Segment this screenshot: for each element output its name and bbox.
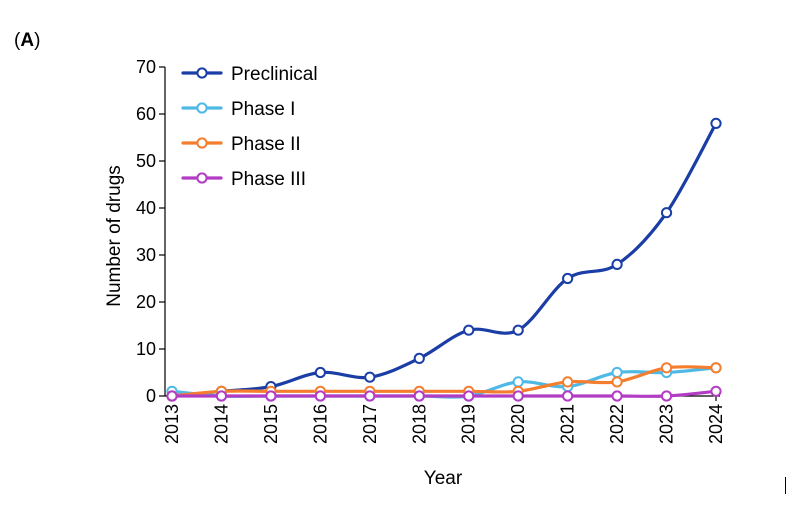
legend-swatch-marker: [196, 67, 208, 79]
legend-item-phase-ii: Phase II: [181, 134, 301, 155]
axes: 0 10 20 30 40 50 60 70 2013 2014 2015 2016 2017 2018 2…: [136, 57, 726, 444]
y-tick-label: 10: [136, 339, 156, 359]
y-tick-label: 70: [136, 57, 156, 77]
legend-label: Phase III: [231, 169, 306, 190]
legend-label: Preclinical: [231, 64, 318, 85]
series-preclinical: [166, 117, 722, 402]
data-point-preclinical: [710, 117, 722, 130]
data-point-preclinical: [562, 272, 574, 285]
series-phase-iii: [166, 385, 722, 402]
x-tick-label: 2015: [261, 404, 281, 444]
x-tick-label: 2017: [360, 404, 380, 444]
x-tick-label: 2019: [459, 404, 479, 444]
x-tick-label: 2023: [657, 404, 677, 444]
data-point-phase-iii: [710, 385, 722, 397]
y-tick-label: 60: [136, 104, 156, 124]
data-point-phase-ii: [710, 362, 722, 374]
data-point-phase-iii: [660, 390, 673, 402]
data-point-phase-iii: [463, 390, 475, 402]
legend-swatch-marker: [196, 172, 208, 184]
x-axis-title: Year: [424, 468, 463, 489]
data-point-preclinical: [314, 366, 326, 379]
legend-item-phase-i: Phase I: [181, 99, 295, 120]
y-tick-label: 20: [136, 292, 156, 312]
data-point-phase-iii: [314, 390, 326, 402]
data-point-phase-iii: [413, 390, 425, 402]
data-point-phase-iii: [166, 390, 178, 402]
legend-label: Phase II: [231, 134, 301, 155]
data-point-phase-iii: [611, 390, 623, 402]
x-tick-label: 2013: [162, 404, 182, 444]
data-point-phase-ii: [562, 376, 574, 388]
x-tick-label: 2014: [211, 404, 231, 444]
y-tick-label: 50: [136, 151, 156, 171]
data-point-preclinical: [611, 258, 623, 270]
legend-swatch-marker: [196, 102, 208, 114]
data-point-preclinical: [660, 207, 673, 219]
x-tick-label: 2020: [508, 404, 528, 444]
data-point-phase-ii: [611, 376, 623, 388]
data-point-phase-i: [512, 376, 524, 388]
data-point-phase-iii: [215, 390, 228, 402]
x-tick-label: 2021: [558, 404, 578, 444]
data-point-preclinical: [413, 352, 425, 364]
data-point-preclinical: [463, 324, 475, 336]
legend-item-phase-iii: Phase III: [181, 169, 306, 190]
y-tick-label: 40: [136, 198, 156, 218]
data-point-phase-i: [611, 366, 623, 379]
x-tick-label: 2018: [409, 404, 429, 444]
legend-swatch-marker: [196, 137, 208, 149]
legend-label: Phase I: [231, 99, 295, 120]
y-axis-title: Number of drugs: [104, 165, 125, 307]
series-line-preclinical: [170, 121, 718, 398]
y-tick-label: 30: [136, 245, 156, 265]
legend: Preclinical Phase I Phase II Phase III: [181, 64, 318, 190]
data-point-preclinical: [364, 371, 376, 383]
legend-item-preclinical: Preclinical: [181, 64, 318, 85]
data-point-phase-iii: [512, 390, 524, 402]
edge-marker: [785, 477, 786, 494]
data-point-phase-iii: [265, 390, 277, 402]
panel-label: (A): [14, 30, 41, 51]
y-tick-label: 0: [146, 386, 156, 406]
data-point-preclinical: [512, 324, 524, 336]
x-tick-label: 2024: [706, 404, 726, 444]
series-layer: [166, 117, 722, 402]
x-tick-label: 2016: [310, 404, 330, 444]
data-point-phase-iii: [562, 390, 574, 402]
x-tick-label: 2022: [607, 404, 627, 444]
data-point-phase-ii: [660, 362, 673, 374]
data-point-phase-iii: [364, 390, 376, 402]
